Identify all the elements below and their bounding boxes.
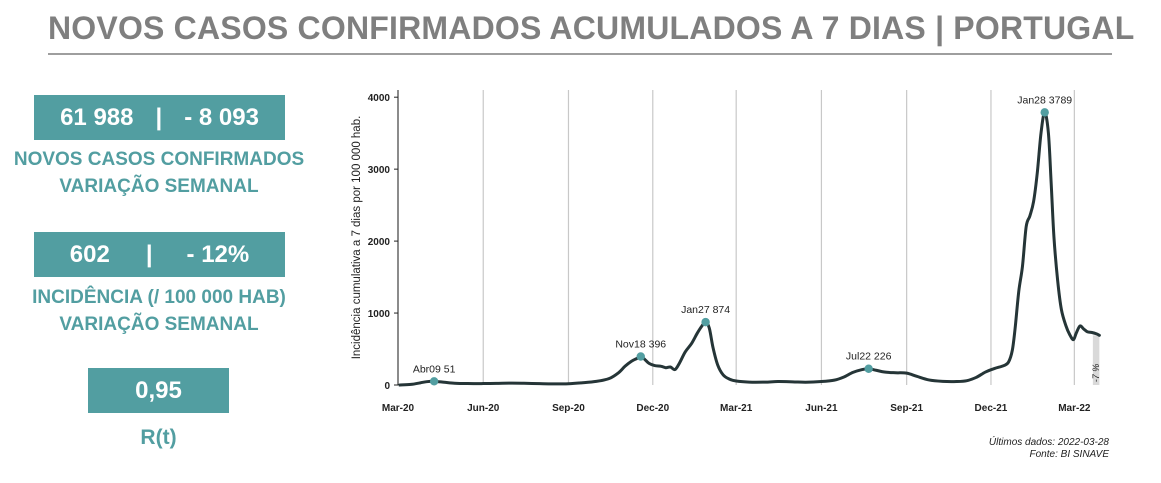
kpi-cases-value: 61 988 — [60, 103, 134, 131]
kpi-incidence-label-line2: VARIAÇÃO SEMANAL — [59, 314, 259, 335]
peak-label: Abr09 51 — [413, 363, 456, 375]
kpi-incidence-box: 602 | - 12% — [34, 232, 285, 277]
chart-series — [398, 110, 1101, 387]
incidence-line-chart: -7 % Mar-20 Jun-20 Sep-20 Dec-20 Mar-21 Jun-2… — [351, 90, 1101, 414]
chart-gridlines — [397, 90, 1075, 385]
kpi-cases-separator: | — [155, 103, 163, 131]
peak-label: Jan27 874 — [681, 304, 730, 316]
peak-marker — [701, 317, 710, 327]
peak-marker — [864, 364, 873, 373]
y-tick-label: 4000 — [368, 93, 391, 104]
peak-marker — [429, 377, 439, 386]
chart-footer: Últimos dados: 2022-03-28 Fonte: BI SINA… — [989, 437, 1109, 461]
peak-label: Jan28 3789 — [1017, 94, 1072, 106]
kpi-incidence-label-line1: INCIDÊNCIA (/ 100 000 HAB) — [32, 287, 286, 308]
chart-shaded-period: -7 % — [1091, 335, 1101, 385]
x-tick-label: Jun-21 — [805, 403, 838, 414]
y-tick-label: 0 — [384, 381, 390, 392]
x-tick-label: Mar-21 — [720, 403, 753, 414]
kpi-rt-label: R(t) — [140, 426, 177, 449]
incidence-series-line — [398, 110, 1101, 387]
kpi-cases-label-line2: VARIAÇÃO SEMANAL — [59, 176, 259, 197]
kpi-rt-box: 0,95 — [88, 368, 229, 413]
x-tick-label: Sep-20 — [552, 403, 585, 414]
peak-marker — [636, 352, 645, 361]
peak-label: Jul22 226 — [846, 351, 892, 363]
chart-axes: Mar-20 Jun-20 Sep-20 Dec-20 Mar-21 Jun-21 Sep-… — [351, 90, 1091, 414]
y-tick-label: 2000 — [368, 237, 391, 248]
last-data-note: Últimos dados: 2022-03-28 — [988, 437, 1109, 448]
shaded-period-label: -7 % — [1091, 364, 1101, 383]
kpi-cases-label: NOVOS CASOS CONFIRMADOS VARIAÇÃO SEMANAL — [0, 146, 318, 200]
x-tick-label: Jun-20 — [467, 403, 500, 414]
kpi-cases-box: 61 988 | - 8 093 — [34, 95, 285, 140]
kpi-incidence-change: - 12% — [186, 240, 250, 268]
title-divider — [48, 53, 1112, 55]
peak-marker — [1040, 108, 1049, 117]
peak-label: Nov18 396 — [615, 339, 666, 351]
kpi-incidence-label: INCIDÊNCIA (/ 100 000 HAB) VARIAÇÃO SEMA… — [0, 284, 318, 338]
x-tick-label: Mar-22 — [1058, 403, 1091, 414]
chart-annotations: Abr09 51 Nov18 396 Jan27 874 Jul22 226 Jan28… — [413, 94, 1072, 386]
page-title: NOVOS CASOS CONFIRMADOS ACUMULADOS A 7 D… — [48, 10, 1135, 46]
source-note: Fonte: BI SINAVE — [1029, 449, 1109, 460]
y-axis-title: Incidência cumulativa a 7 dias por 100 0… — [351, 116, 363, 360]
x-tick-label: Sep-21 — [890, 403, 923, 414]
kpi-incidence-separator: | — [145, 240, 153, 268]
x-tick-label: Dec-20 — [636, 403, 669, 414]
shaded-period-rect — [1092, 335, 1100, 385]
x-tick-label: Dec-21 — [975, 403, 1008, 414]
y-tick-label: 1000 — [368, 309, 391, 320]
kpi-rt-value: 0,95 — [135, 376, 182, 404]
kpi-cases-change: - 8 093 — [184, 103, 259, 131]
kpi-cases-label-line1: NOVOS CASOS CONFIRMADOS — [13, 149, 305, 170]
kpi-incidence-value: 602 — [69, 240, 110, 268]
y-tick-label: 3000 — [368, 165, 391, 176]
x-tick-label: Mar-20 — [382, 403, 415, 414]
